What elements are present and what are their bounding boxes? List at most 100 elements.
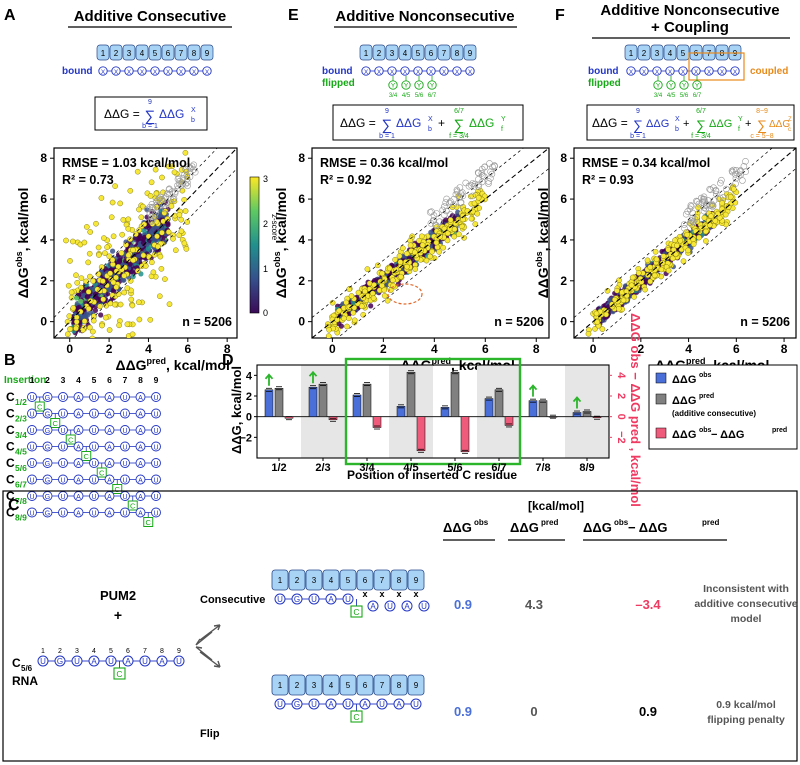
eq-lhs-e: ΔΔG = [340, 116, 376, 130]
scatter-point [145, 245, 151, 251]
scatter-point [457, 190, 465, 197]
scatter-point [125, 225, 132, 232]
insertion-row-label: C [6, 440, 15, 454]
scatter-point [146, 254, 152, 260]
scatter-point [182, 149, 189, 156]
e-flip-y: Y [417, 83, 422, 90]
equilibrium-arrows [195, 624, 221, 668]
scatter-point [682, 210, 690, 218]
scatter-point [450, 195, 458, 203]
rna-base-letter: G [45, 494, 50, 501]
scatter-point [164, 190, 171, 197]
insertion-row-label: C [6, 423, 15, 437]
scatter-point [451, 226, 458, 232]
scatter-point [728, 167, 736, 175]
legend-diff-minus: − ΔΔG [711, 429, 744, 441]
scatter-point [165, 163, 172, 170]
inserted-c-letter: C [68, 436, 74, 445]
complex-module [373, 569, 391, 591]
scatter-point [76, 304, 82, 310]
complex-module-label: 7 [380, 576, 385, 585]
scatter-point [147, 213, 155, 220]
rna-base [27, 474, 37, 485]
scatter-point [124, 321, 131, 328]
rna-base [58, 474, 68, 485]
scatter-point [674, 242, 680, 249]
e-module-label: 9 [468, 49, 473, 58]
complex-module [356, 674, 374, 696]
rna-base [104, 408, 115, 419]
scatter-point [345, 315, 352, 322]
e-base-x: X [429, 69, 434, 76]
scatter-point [710, 184, 717, 191]
scatter-point [651, 272, 658, 279]
pum-modules-f: 1 2 3 4 5 6 7 8 9X X X X X X X X X [624, 44, 742, 76]
e-module-9 [463, 44, 477, 61]
eq-e-sup1: X [428, 116, 433, 123]
e-flip-base [427, 80, 437, 90]
a-base-x: X [153, 69, 158, 76]
scatter-point [90, 317, 97, 324]
rna-base-letter: U [122, 395, 127, 402]
bar-7/8-s0 [528, 400, 538, 417]
row2-note-2: flipping penalty [707, 714, 785, 726]
scatter-point [161, 210, 168, 216]
scatter-point [136, 316, 143, 323]
scatter-point [460, 216, 466, 223]
complex-module-label: 2 [295, 576, 300, 585]
pum-modules-e: 1 2 3 4 5 6 7 8 9 X X X X X X X X X [359, 44, 477, 76]
scatter-point [703, 238, 709, 244]
bar-1/2-s0 [264, 389, 274, 417]
inserted-c [50, 418, 61, 428]
scatter-point [616, 277, 622, 284]
rna-base [27, 392, 37, 402]
panel-d: D 1/2 2/3 3/4 4/5 5/6 6/7 7/8 8/9 −2 −2 0 0 2 2 4 4 ΔΔG… [222, 313, 798, 507]
legend-diff-sup2: pred [772, 427, 787, 434]
scatter-ytick-label-f: 8 [560, 151, 567, 165]
scatter-point [165, 222, 171, 228]
rna-base-letter: U [91, 511, 96, 518]
col-pred-sup: pred [541, 518, 558, 527]
rna-base-letter: U [60, 511, 65, 518]
position-number: 6 [107, 375, 112, 385]
scatter-point [153, 201, 160, 209]
rna-base-letter: U [60, 461, 65, 468]
scatter-point [83, 278, 89, 285]
rna-base [89, 474, 99, 485]
bar-8/9-s1 [582, 411, 592, 417]
scatter-xtick-label-f: 6 [733, 342, 740, 356]
scatter-point [106, 327, 113, 333]
scatter-point [360, 295, 367, 301]
a-module-label: 5 [153, 49, 158, 58]
scatter-point [376, 287, 383, 294]
free-rna-pos: 7 [143, 648, 147, 655]
bar-7/8-s1 [538, 400, 548, 417]
a-module-label: 2 [114, 49, 119, 58]
scatter-point [91, 359, 96, 364]
rna-base [135, 441, 146, 452]
f-flip-label: 6/7 [693, 93, 702, 99]
scatter-point [178, 216, 184, 223]
scatter-point [718, 176, 725, 184]
bar-5/6-s0 [440, 407, 450, 417]
scatter-point [712, 190, 720, 198]
scatter-point [696, 234, 702, 241]
a-module-8 [187, 44, 201, 61]
e-flip-base [414, 80, 424, 90]
cons-rna-right-letter: A [404, 602, 410, 611]
cons-rna-left-letter: U [277, 595, 283, 604]
insertion-row-label: C [6, 489, 15, 503]
cons-rna-right-letter: A [370, 602, 376, 611]
rna-base-letter: U [60, 412, 65, 419]
a-base-x: X [140, 69, 145, 76]
rna-base [73, 408, 84, 419]
complex-module-label: 2 [295, 681, 300, 690]
rna-base-letter: U [122, 478, 127, 485]
e-module-3 [385, 44, 399, 61]
a-module-label: 9 [205, 49, 210, 58]
rna-base [151, 425, 161, 435]
scatter-point [106, 286, 112, 293]
scatter-point [433, 222, 440, 229]
bar-4/5-s2 [416, 416, 426, 452]
